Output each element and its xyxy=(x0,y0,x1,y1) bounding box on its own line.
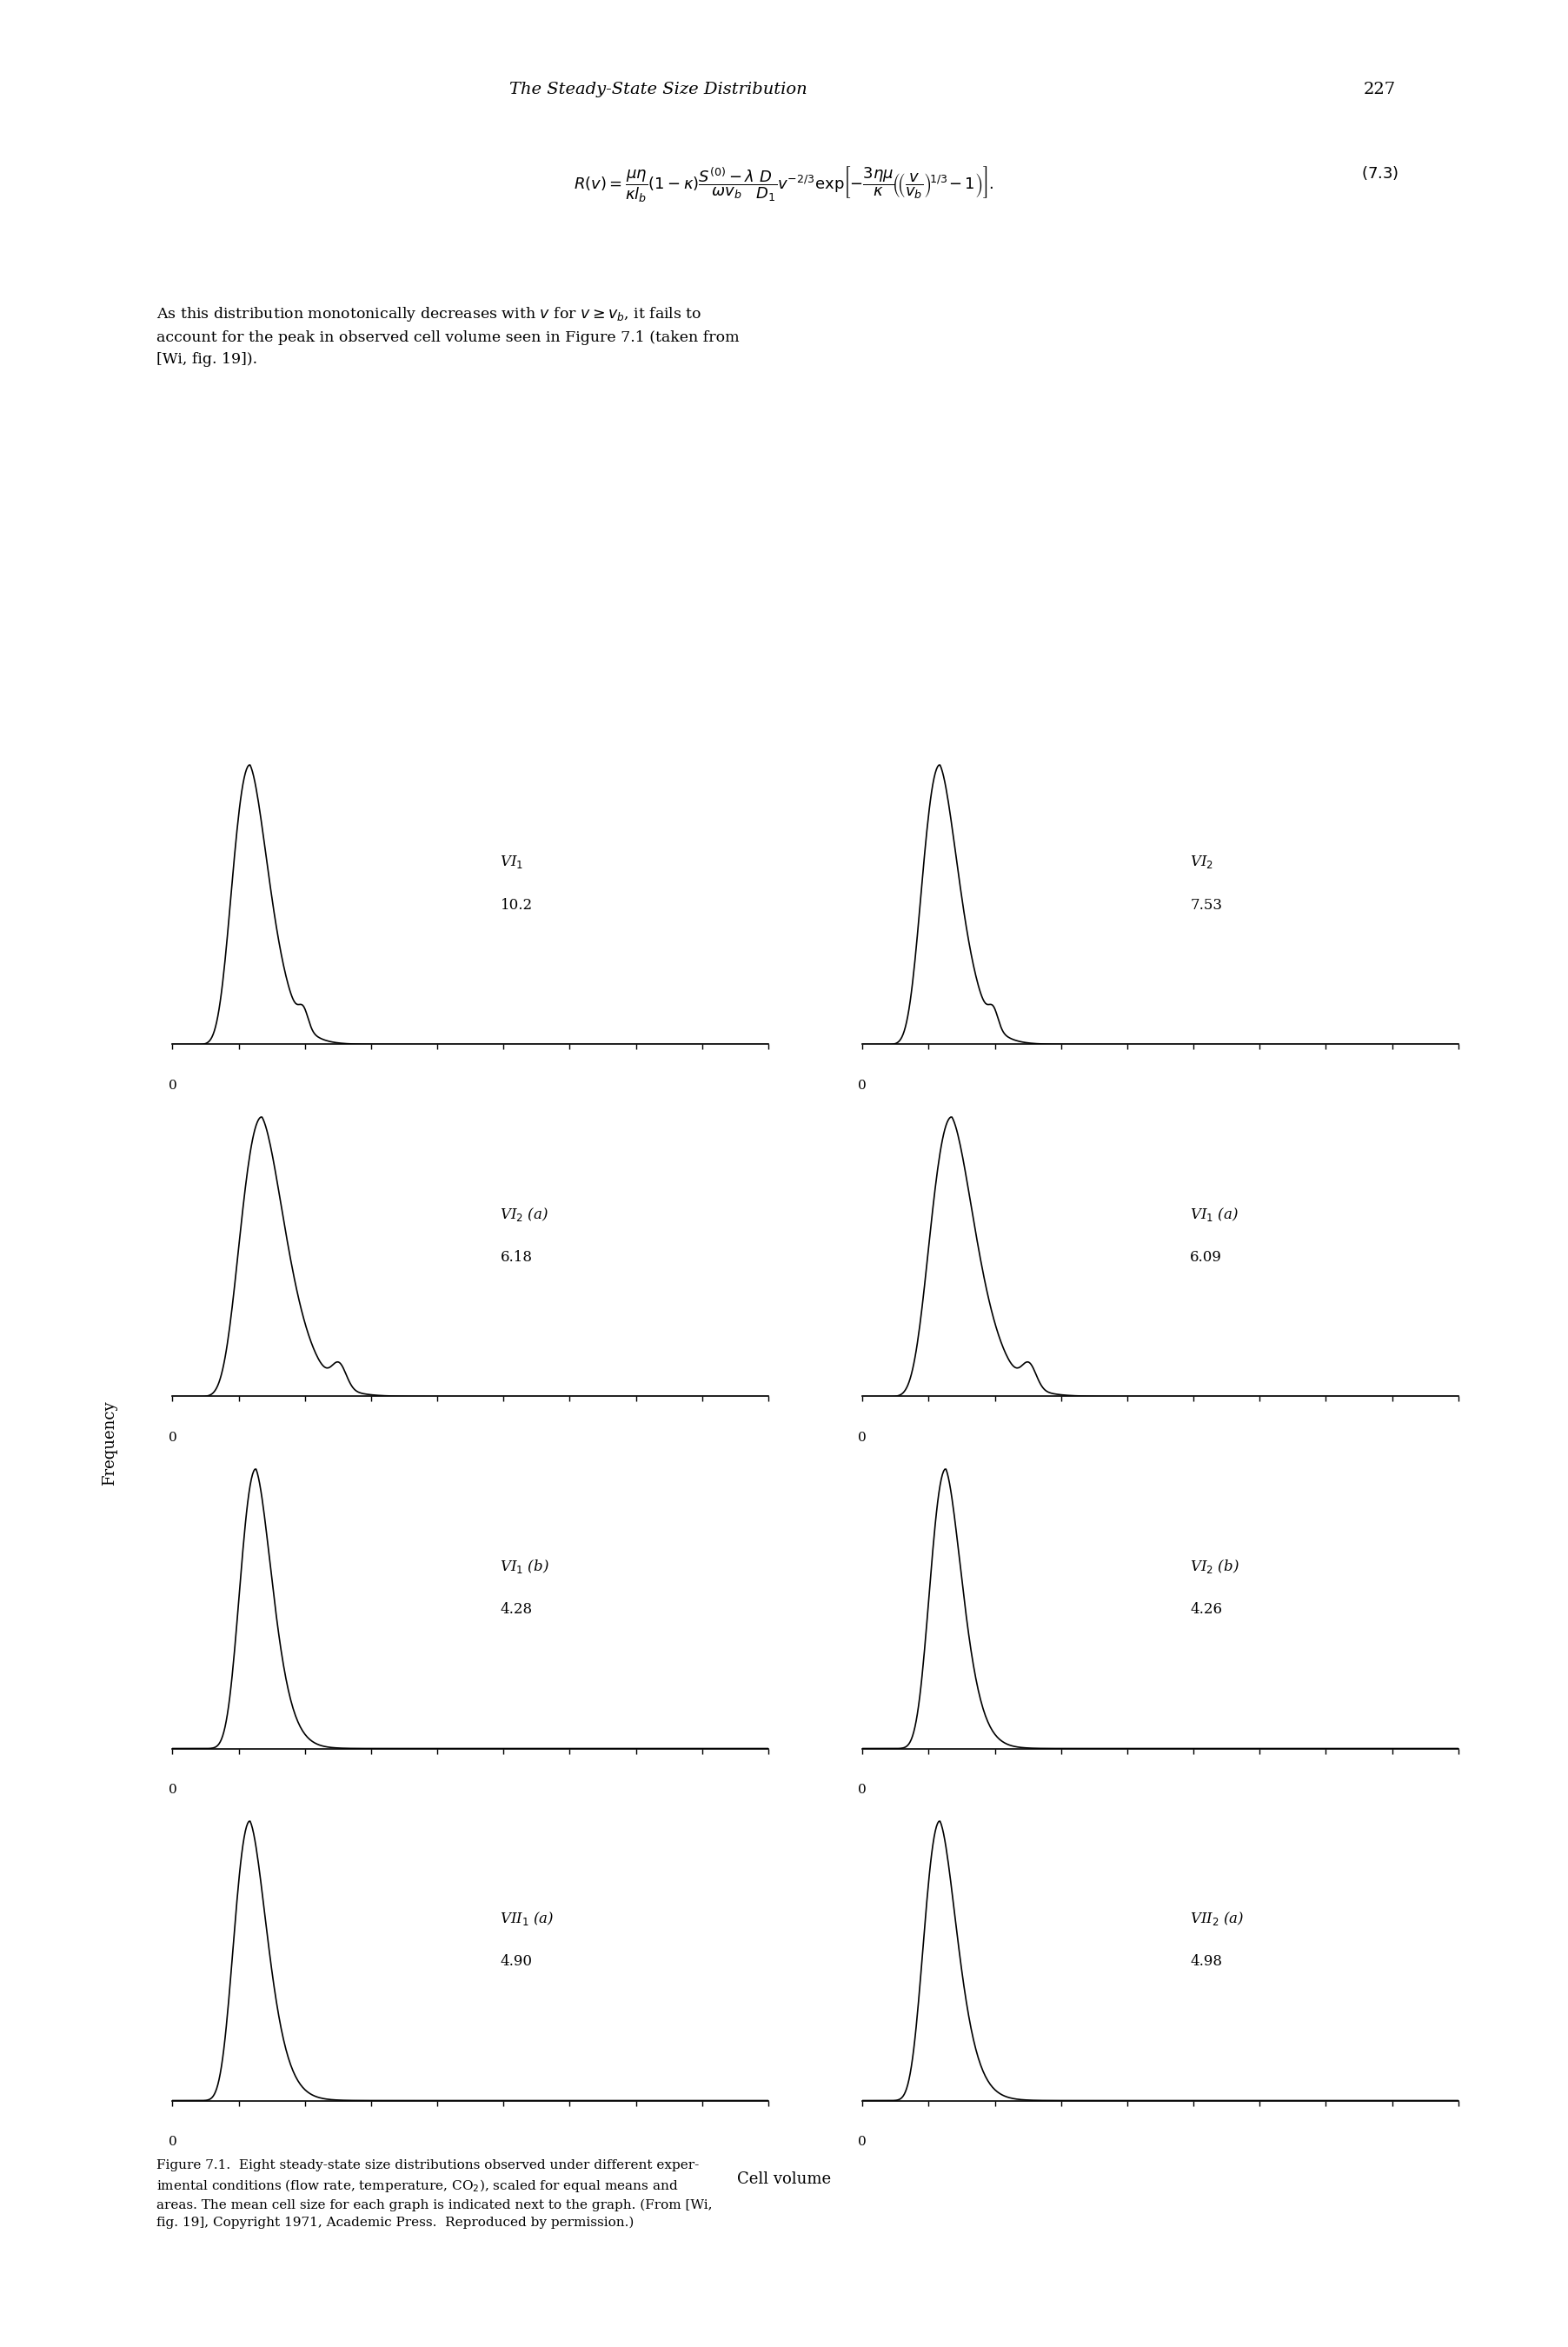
Text: Figure 7.1.  Eight steady-state size distributions observed under different expe: Figure 7.1. Eight steady-state size dist… xyxy=(157,2159,712,2230)
Text: VI$_2$ (a): VI$_2$ (a) xyxy=(500,1206,549,1223)
Text: 6.18: 6.18 xyxy=(500,1249,533,1265)
Text: VI$_1$ (a): VI$_1$ (a) xyxy=(1190,1206,1239,1223)
Text: As this distribution monotonically decreases with $v$ for $v \geq v_b$, it fails: As this distribution monotonically decre… xyxy=(157,305,740,366)
Text: 7.53: 7.53 xyxy=(1190,897,1223,913)
Text: 0: 0 xyxy=(168,1432,177,1443)
Text: The Steady-State Size Distribution: The Steady-State Size Distribution xyxy=(510,82,808,99)
Text: 0: 0 xyxy=(858,1784,867,1795)
Text: VI$_1$ (b): VI$_1$ (b) xyxy=(500,1558,549,1575)
Text: 4.28: 4.28 xyxy=(500,1601,533,1617)
Text: 4.90: 4.90 xyxy=(500,1953,533,1969)
Text: Cell volume: Cell volume xyxy=(737,2171,831,2187)
Text: 4.26: 4.26 xyxy=(1190,1601,1223,1617)
Text: VII$_1$ (a): VII$_1$ (a) xyxy=(500,1910,555,1927)
Text: VI$_2$: VI$_2$ xyxy=(1190,854,1214,871)
Text: Frequency: Frequency xyxy=(102,1401,118,1486)
Text: VI$_2$ (b): VI$_2$ (b) xyxy=(1190,1558,1239,1575)
Text: VI$_1$: VI$_1$ xyxy=(500,854,524,871)
Text: 0: 0 xyxy=(858,1432,867,1443)
Text: 0: 0 xyxy=(858,2136,867,2148)
Text: 10.2: 10.2 xyxy=(500,897,533,913)
Text: 227: 227 xyxy=(1364,82,1396,99)
Text: 6.09: 6.09 xyxy=(1190,1249,1221,1265)
Text: $(7.3)$: $(7.3)$ xyxy=(1361,164,1399,181)
Text: 0: 0 xyxy=(168,2136,177,2148)
Text: 0: 0 xyxy=(168,1784,177,1795)
Text: 0: 0 xyxy=(168,1080,177,1091)
Text: 4.98: 4.98 xyxy=(1190,1953,1223,1969)
Text: 0: 0 xyxy=(858,1080,867,1091)
Text: VII$_2$ (a): VII$_2$ (a) xyxy=(1190,1910,1245,1927)
Text: $R(v) = \dfrac{\mu\eta}{\kappa l_b}(1-\kappa)\dfrac{S^{(0)}-\lambda}{\omega v_b}: $R(v) = \dfrac{\mu\eta}{\kappa l_b}(1-\k… xyxy=(574,164,994,204)
